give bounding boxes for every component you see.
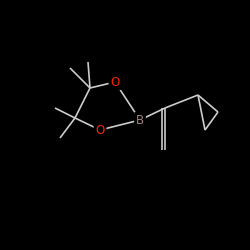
Text: O: O (96, 124, 104, 136)
Text: O: O (110, 76, 120, 88)
Text: B: B (136, 114, 144, 126)
